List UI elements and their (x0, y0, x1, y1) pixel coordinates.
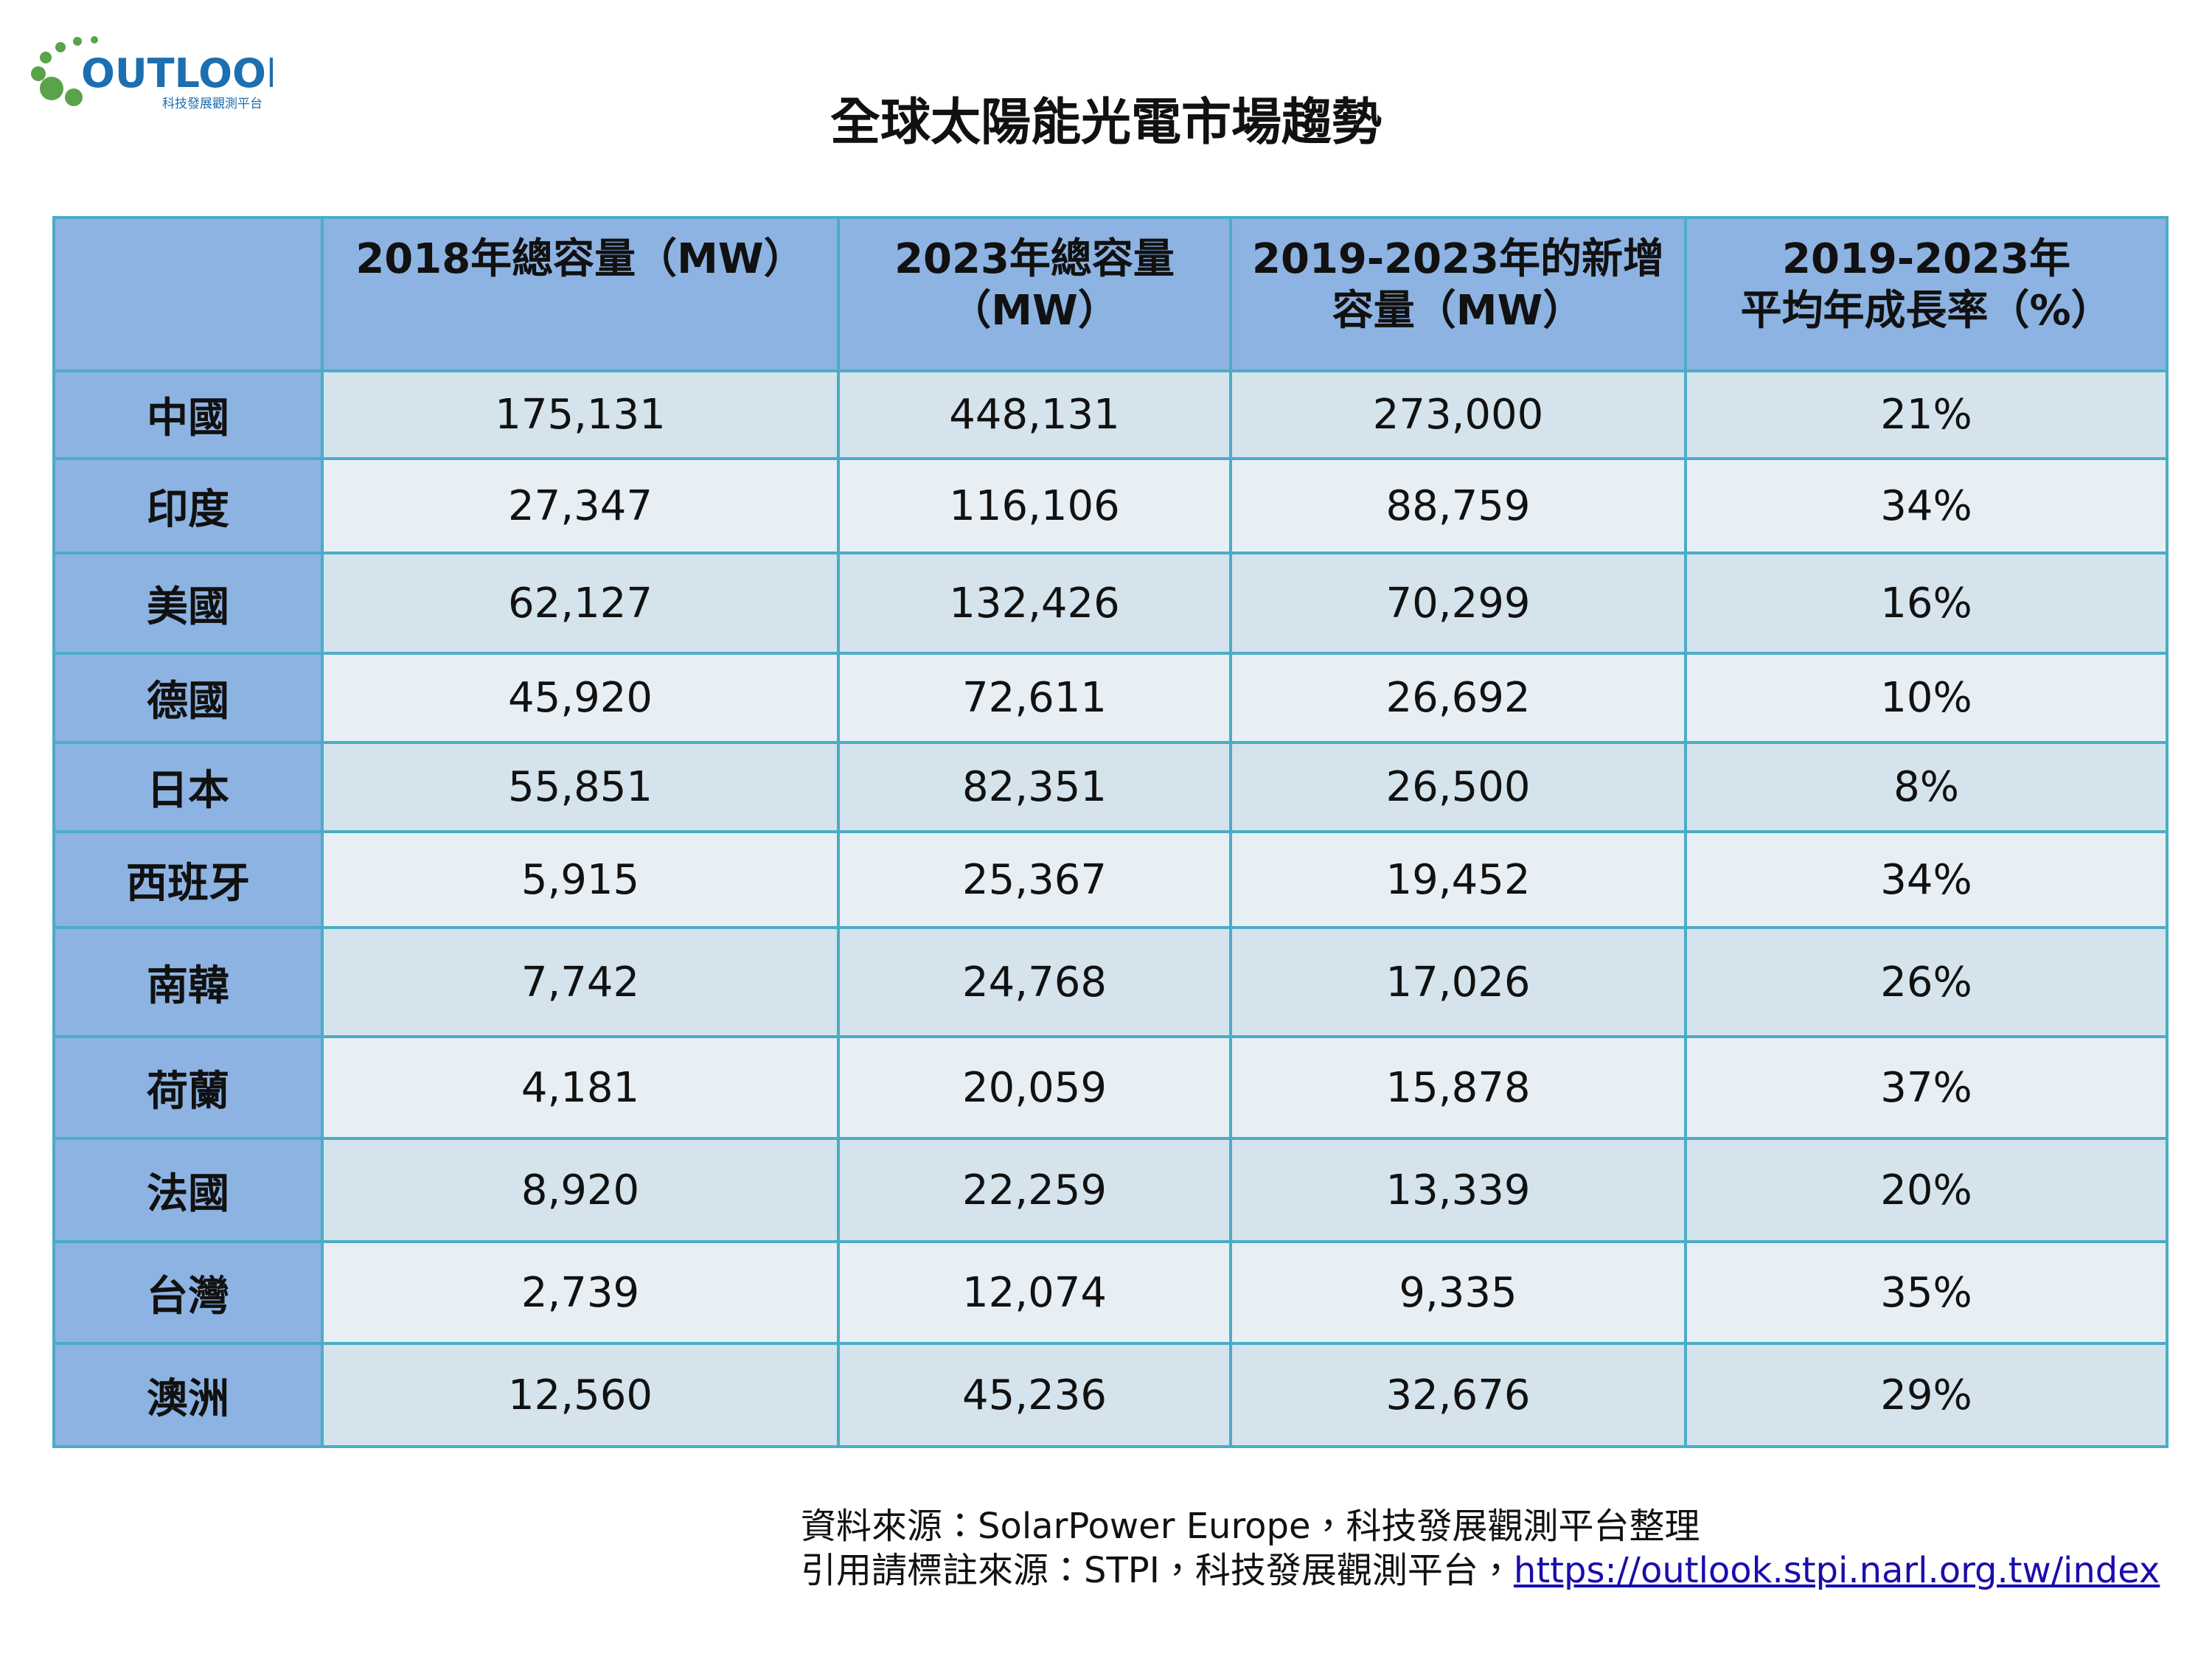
header-line: 平均年成長率（%） (1740, 287, 2112, 335)
header-cell: 2018年總容量（MW） (321, 216, 840, 372)
link[interactable]: https://outlook.stpi.narl.org.tw/index (1513, 1550, 2160, 1591)
row-label: 澳洲 (52, 1342, 324, 1448)
row-label: 荷蘭 (52, 1035, 324, 1140)
cell: 82,351 (837, 741, 1232, 833)
table-row: 西班牙 5,915 25,367 19,452 34% (52, 830, 2168, 929)
cell: 13,339 (1229, 1137, 1687, 1243)
header-line: （MW） (950, 287, 1119, 335)
cell: 175,131 (321, 369, 840, 460)
cell: 55,851 (321, 741, 840, 833)
cell: 32,676 (1229, 1342, 1687, 1448)
cell: 116,106 (837, 457, 1232, 554)
cell: 37% (1684, 1035, 2168, 1140)
citation-line: 引用請標註來源：STPI，科技發展觀測平台，https://outlook.st… (801, 1548, 2160, 1593)
header-cell: 2019-2023年 平均年成長率（%） (1684, 216, 2168, 372)
footer: 資料來源：SolarPower Europe，科技發展觀測平台整理 引用請標註來… (801, 1504, 2160, 1593)
row-label: 中國 (52, 369, 324, 460)
table-row: 澳洲 12,560 45,236 32,676 29% (52, 1342, 2168, 1448)
cell: 21% (1684, 369, 2168, 460)
cell: 273,000 (1229, 369, 1687, 460)
row-label: 印度 (52, 457, 324, 554)
header-cell (52, 216, 324, 372)
row-label: 美國 (52, 552, 324, 655)
citation: 引用請標註來源：STPI，科技發展觀測平台， (801, 1550, 1514, 1591)
table-row: 南韓 7,742 24,768 17,026 26% (52, 926, 2168, 1038)
header-row: 2018年總容量（MW） 2023年總容量 （MW） 2019-2023年的新增 容量（… (52, 216, 2168, 372)
cell: 26% (1684, 926, 2168, 1038)
header-line: 容量（MW） (1332, 287, 1585, 335)
cell: 62,127 (321, 552, 840, 655)
cell: 26,692 (1229, 652, 1687, 744)
cell: 22,259 (837, 1137, 1232, 1243)
cell: 29% (1684, 1342, 2168, 1448)
cell: 72,611 (837, 652, 1232, 744)
header-line: 2019-2023年的新增 (1252, 235, 1664, 283)
logo-dots (31, 36, 98, 106)
cell: 2,739 (321, 1240, 840, 1345)
table-row: 荷蘭 4,181 20,059 15,878 37% (52, 1035, 2168, 1140)
cell: 10% (1684, 652, 2168, 744)
table-row: 中國 175,131 448,131 273,000 21% (52, 369, 2168, 460)
cell: 25,367 (837, 830, 1232, 929)
cell: 12,074 (837, 1240, 1232, 1345)
cell: 19,452 (1229, 830, 1687, 929)
table-body: 中國 175,131 448,131 273,000 21% 印度 27,347 116,10… (52, 369, 2168, 1448)
cell: 35% (1684, 1240, 2168, 1345)
cell: 24,768 (837, 926, 1232, 1038)
cell: 34% (1684, 457, 2168, 554)
cell: 132,426 (837, 552, 1232, 655)
cell: 20% (1684, 1137, 2168, 1243)
header-line: 2018年總容量（MW） (355, 235, 805, 283)
row-label: 西班牙 (52, 830, 324, 929)
table-row: 美國 62,127 132,426 70,299 16% (52, 552, 2168, 655)
cell: 88,759 (1229, 457, 1687, 554)
cell: 27,347 (321, 457, 840, 554)
data-table: 2018年總容量（MW） 2023年總容量 （MW） 2019-2023年的新增 容量（… (52, 216, 2168, 1448)
table-row: 台灣 2,739 12,074 9,335 35% (52, 1240, 2168, 1345)
cell: 12,560 (321, 1342, 840, 1448)
header-line: 2023年總容量 (894, 235, 1175, 283)
row-label: 南韓 (52, 926, 324, 1038)
source: 資料來源：SolarPower Europe，科技發展觀測平台整理 (801, 1506, 1700, 1547)
cell: 45,236 (837, 1342, 1232, 1448)
cell: 4,181 (321, 1035, 840, 1140)
cell: 20,059 (837, 1035, 1232, 1140)
cell: 70,299 (1229, 552, 1687, 655)
table-row: 德國 45,920 72,611 26,692 10% (52, 652, 2168, 744)
row-label: 台灣 (52, 1240, 324, 1345)
cell: 45,920 (321, 652, 840, 744)
cell: 448,131 (837, 369, 1232, 460)
row-label: 日本 (52, 741, 324, 833)
title: 全球太陽能光電市場趨勢 (830, 94, 1382, 152)
row-label: 法國 (52, 1137, 324, 1243)
cell: 17,026 (1229, 926, 1687, 1038)
cell: 9,335 (1229, 1240, 1687, 1345)
logo-subtitle: 科技發展觀測平台 (162, 97, 262, 111)
table-row: 印度 27,347 116,106 88,759 34% (52, 457, 2168, 554)
table-row: 日本 55,851 82,351 26,500 8% (52, 741, 2168, 833)
header-cell: 2019-2023年的新增 容量（MW） (1229, 216, 1687, 372)
cell: 26,500 (1229, 741, 1687, 833)
cell: 16% (1684, 552, 2168, 655)
header-cell: 2023年總容量 （MW） (837, 216, 1232, 372)
row-label: 德國 (52, 652, 324, 744)
cell: 8% (1684, 741, 2168, 833)
table-row: 法國 8,920 22,259 13,339 20% (52, 1137, 2168, 1243)
cell: 7,742 (321, 926, 840, 1038)
header-line: 2019-2023年 (1782, 235, 2070, 283)
cell: 34% (1684, 830, 2168, 929)
cell: 15,878 (1229, 1035, 1687, 1140)
logo: OUTLOOK 科技發展觀測平台 (31, 36, 273, 111)
cell: 8,920 (321, 1137, 840, 1243)
cell: 5,915 (321, 830, 840, 929)
logo-name: OUTLOOK (81, 50, 273, 97)
